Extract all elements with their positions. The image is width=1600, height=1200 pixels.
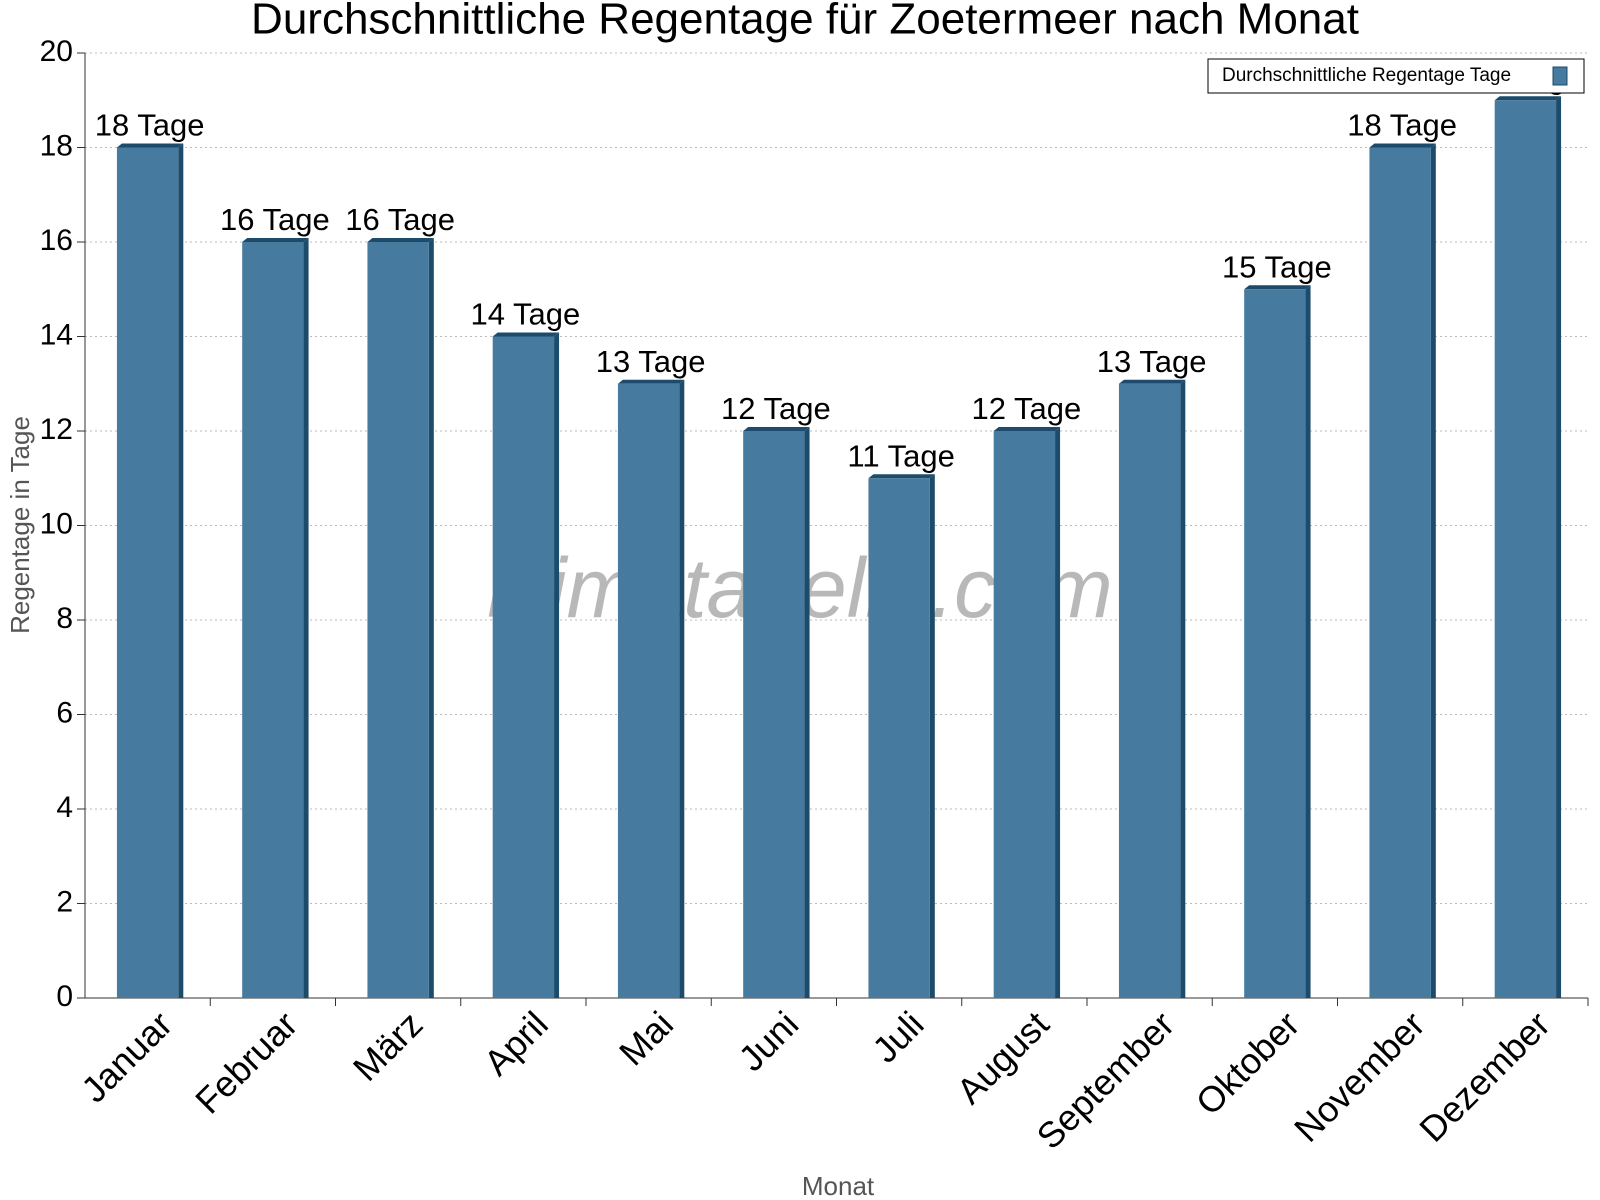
bar-side [679, 379, 685, 998]
x-tick-label: Februar [187, 1003, 305, 1121]
bar-top [1118, 379, 1186, 384]
bar-side [1055, 427, 1061, 998]
value-label: 14 Tage [470, 297, 580, 332]
bar-group [1369, 143, 1436, 998]
bar-top [1369, 143, 1436, 148]
bar [1494, 100, 1557, 998]
bar-top [868, 474, 935, 479]
bar-side [428, 238, 434, 998]
bar-group [617, 379, 685, 998]
bar-side [554, 332, 560, 998]
bar-group [242, 238, 309, 998]
y-tick-label: 18 [40, 129, 73, 162]
bar-group [993, 427, 1061, 998]
value-label: 13 Tage [1097, 344, 1207, 379]
bar-top [993, 427, 1061, 431]
bar-side [804, 427, 810, 998]
bar [993, 431, 1056, 998]
bar-side [1180, 379, 1186, 998]
bar-side [178, 143, 184, 998]
x-tick-label: August [949, 1003, 1057, 1111]
value-label: 11 Tage [847, 438, 954, 473]
bar-group [367, 238, 434, 998]
x-tick-label: April [476, 1003, 556, 1083]
x-tick-label: Dezember [1411, 1003, 1557, 1149]
bar [492, 336, 555, 998]
bar-group [492, 332, 560, 998]
y-tick-label: 16 [40, 224, 73, 257]
value-label: 16 Tage [345, 202, 455, 237]
chart-title: Durchschnittliche Regentage für Zoeterme… [251, 0, 1359, 44]
bar-top [242, 238, 309, 242]
x-axis-title: Monat [802, 1171, 875, 1200]
bar-group [868, 474, 935, 998]
y-tick-label: 20 [40, 35, 73, 68]
value-label: 12 Tage [971, 391, 1081, 426]
y-tick-label: 8 [56, 602, 73, 635]
bar [617, 383, 680, 998]
x-tick-label: Juli [864, 1003, 931, 1070]
value-label: 13 Tage [596, 344, 706, 379]
bar-side [1305, 285, 1311, 998]
bar-side [929, 474, 935, 998]
bar [367, 242, 429, 998]
y-tick-label: 12 [40, 413, 73, 446]
bar-top [367, 238, 434, 242]
x-tick-label: Juni [731, 1003, 807, 1079]
bar-top [617, 379, 685, 384]
bar-side [1430, 143, 1436, 998]
y-tick-label: 4 [56, 791, 73, 824]
x-tick-label: November [1286, 1003, 1432, 1149]
value-label: 18 Tage [95, 108, 205, 143]
bar-top [1494, 96, 1562, 101]
bar-group [1494, 96, 1562, 998]
bar-side [1556, 96, 1562, 998]
value-label: 12 Tage [721, 391, 831, 426]
value-label: 18 Tage [1347, 108, 1457, 143]
value-label: 15 Tage [1222, 249, 1332, 284]
bar-top [492, 332, 560, 337]
y-tick-label: 2 [56, 885, 73, 918]
y-tick-label: 14 [40, 318, 73, 351]
x-tick-label: Oktober [1188, 1003, 1308, 1123]
bar-group [1118, 379, 1186, 998]
y-tick-label: 0 [56, 980, 73, 1013]
y-axis-title: Regentage in Tage [5, 416, 35, 634]
bar [116, 147, 179, 998]
value-label: 16 Tage [220, 202, 330, 237]
y-tick-label: 6 [56, 696, 73, 729]
bar [242, 242, 304, 998]
bar [1118, 383, 1181, 998]
bar-side [303, 238, 309, 998]
bar-top [1244, 285, 1311, 290]
bar [743, 431, 805, 998]
bar [1244, 289, 1306, 998]
bar-group [116, 143, 184, 998]
legend-swatch [1552, 66, 1568, 86]
bar-group [1244, 285, 1311, 998]
legend-box [1207, 58, 1585, 94]
bar [1369, 147, 1431, 998]
bar-top [743, 427, 810, 431]
x-tick-label: Mai [611, 1003, 681, 1073]
bar-group [743, 427, 810, 998]
bar-top [116, 143, 184, 148]
y-tick-label: 10 [40, 507, 73, 540]
x-tick-label: Januar [73, 1003, 180, 1110]
x-tick-label: März [345, 1003, 431, 1089]
x-tick-label: September [1028, 1003, 1182, 1157]
bar [868, 478, 930, 998]
legend-label: Durchschnittliche Regentage Tage [1222, 65, 1511, 86]
